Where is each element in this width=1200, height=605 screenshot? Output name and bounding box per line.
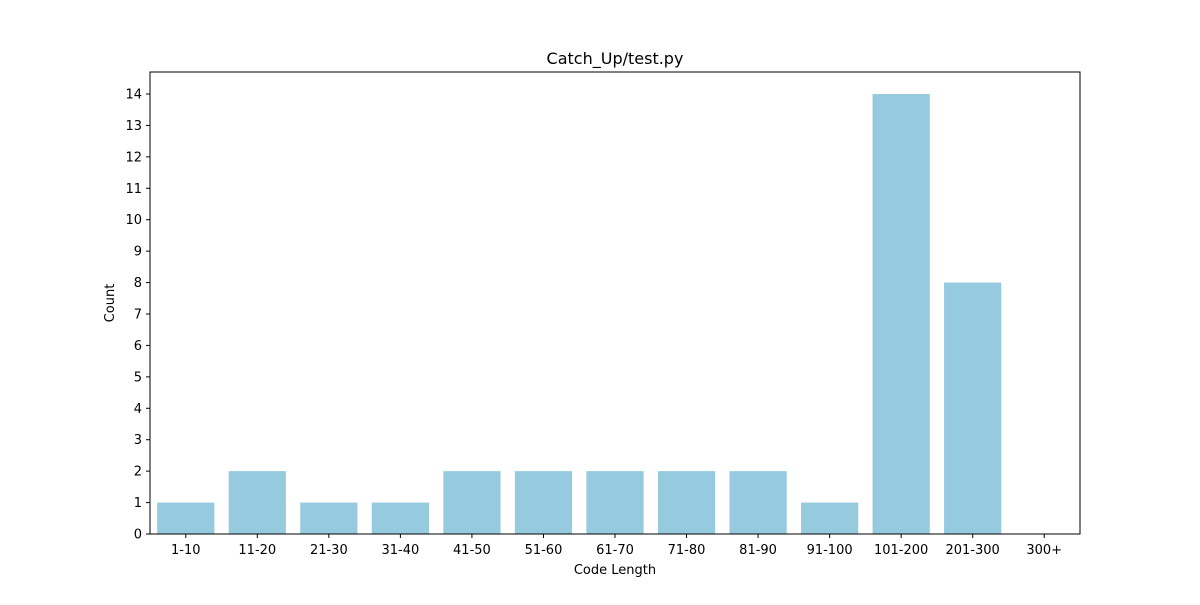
bar-201-300: [944, 282, 1002, 534]
y-tick-label: 12: [125, 150, 142, 165]
x-tick-label: 81-90: [739, 543, 777, 558]
bar-101-200: [872, 94, 930, 534]
bar-91-100: [801, 502, 859, 534]
y-tick-label: 7: [134, 308, 142, 323]
y-tick-label: 3: [134, 433, 142, 448]
x-tick-label: 51-60: [525, 543, 563, 558]
bar-51-60: [514, 471, 573, 534]
y-tick-label: 6: [134, 339, 142, 354]
y-tick-label: 0: [134, 528, 142, 543]
x-tick-label: 11-20: [238, 543, 276, 558]
bars: [157, 94, 1002, 534]
bar-31-40: [371, 502, 429, 534]
x-axis-label: Code Length: [574, 563, 656, 578]
bar-1-10: [157, 502, 215, 534]
axes: 1-10 11-20 21-30 31-40 41-50 51-60 61-70 71-80 8…: [125, 71, 1081, 558]
bar-21-30: [300, 502, 358, 534]
y-tick-label: 2: [134, 465, 142, 480]
y-tick-label: 9: [134, 245, 142, 260]
chart-title: Catch_Up/test.py: [547, 49, 684, 69]
y-tick-label: 1: [134, 496, 142, 511]
y-tick-label: 14: [125, 88, 142, 103]
x-tick-label: 61-70: [596, 543, 634, 558]
x-tick-label: 41-50: [453, 543, 491, 558]
bar-61-70: [586, 471, 644, 534]
y-tick-label: 4: [134, 402, 142, 417]
y-tick-label: 13: [125, 119, 142, 134]
x-tick-label: 21-30: [310, 543, 348, 558]
x-tick-label: 31-40: [381, 543, 419, 558]
x-tick-label: 201-300: [946, 543, 1000, 558]
bar-11-20: [228, 471, 286, 534]
y-tick-label: 11: [125, 182, 142, 197]
y-tick-label: 10: [125, 213, 142, 228]
y-axis-label: Count: [103, 284, 118, 323]
bar-71-80: [657, 471, 716, 534]
bar-41-50: [443, 471, 501, 534]
y-tick-label: 8: [134, 276, 142, 291]
y-tick-label: 5: [134, 370, 142, 385]
bar-81-90: [729, 471, 787, 534]
x-tick-label: 1-10: [171, 543, 201, 558]
x-tick-label: 101-200: [874, 543, 928, 558]
x-tick-label: 91-100: [807, 543, 853, 558]
x-tick-label: 300+: [1026, 543, 1062, 558]
x-tick-label: 71-80: [668, 543, 706, 558]
